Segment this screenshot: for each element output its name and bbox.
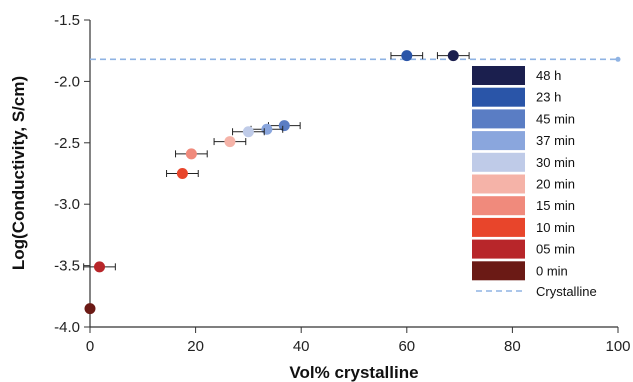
legend-swatch	[472, 131, 525, 151]
legend-swatch	[472, 217, 525, 237]
legend-swatch	[472, 239, 525, 259]
legend-label: 05 min	[536, 242, 575, 257]
data-point	[224, 136, 236, 148]
legend-label: Crystalline	[536, 284, 597, 299]
y-tick-label: -3.5	[54, 258, 80, 275]
legend-swatch	[472, 66, 525, 85]
x-tick-label: 0	[86, 338, 94, 355]
data-point	[401, 50, 413, 62]
x-tick-label: 60	[398, 338, 415, 355]
x-tick-label: 40	[293, 338, 310, 355]
x-ticks: 0 20 40 60 80 100	[86, 327, 631, 355]
legend-label: 37 min	[536, 133, 575, 148]
legend-label: 20 min	[536, 177, 575, 192]
y-ticks: -1.5 -2.0 -2.5 -3.0 -3.5 -4.0	[54, 12, 90, 336]
legend-swatch	[472, 196, 525, 216]
y-tick-label: -3.0	[54, 196, 80, 213]
data-point	[261, 123, 273, 135]
legend-label: 23 h	[536, 90, 561, 105]
legend-label: 48 h	[536, 68, 561, 83]
legend-label: 30 min	[536, 155, 575, 170]
data-point	[278, 120, 290, 132]
x-axis-title: Vol% crystalline	[289, 363, 418, 382]
x-tick-label: 80	[504, 338, 521, 355]
y-tick-label: -4.0	[54, 319, 80, 336]
data-point	[242, 126, 254, 138]
y-tick-label: -2.0	[54, 73, 80, 90]
legend-swatch	[472, 261, 525, 281]
legend-swatch	[472, 109, 525, 129]
data-point	[447, 50, 459, 62]
x-tick-label: 100	[605, 338, 630, 355]
legend-label: 45 min	[536, 111, 575, 126]
y-axis-title: Log(Conductivity, S/cm)	[9, 76, 28, 270]
legend-label: 10 min	[536, 220, 575, 235]
data-points	[83, 50, 470, 315]
legend-label: 15 min	[536, 198, 575, 213]
legend: 48 h 23 h 45 min 37 min 30 min 20 min 15 min 10…	[468, 62, 618, 304]
axes	[89, 20, 618, 328]
x-tick-label: 20	[187, 338, 204, 355]
data-point	[94, 261, 106, 273]
data-point	[84, 303, 96, 315]
y-tick-label: -1.5	[54, 12, 80, 29]
y-tick-label: -2.5	[54, 135, 80, 152]
data-point	[185, 148, 197, 160]
legend-swatch	[472, 174, 525, 194]
legend-swatch	[472, 87, 525, 107]
data-point	[176, 168, 188, 179]
legend-swatch	[472, 152, 525, 172]
reference-line-end-dot	[615, 56, 621, 62]
legend-label: 0 min	[536, 263, 568, 278]
